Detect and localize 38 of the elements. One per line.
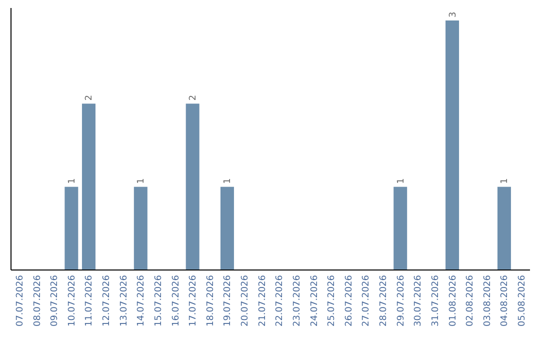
x-tick-label: 14.07.2026 [136, 274, 147, 327]
x-tick-label: 31.07.2026 [430, 274, 441, 327]
x-tick-label: 08.07.2026 [32, 274, 43, 327]
x-tick-label: 09.07.2026 [50, 274, 60, 327]
data-label: 2 [84, 94, 95, 101]
x-tick-label: 26.07.2026 [344, 274, 354, 327]
x-tick-label: 29.07.2026 [396, 274, 406, 327]
x-tick-label: 20.07.2026 [240, 274, 251, 327]
x-tick-label: 12.07.2026 [102, 274, 112, 327]
x-tick-label: 16.07.2026 [171, 274, 182, 327]
x-tick-label: 03.08.2026 [482, 274, 493, 327]
x-tick-label: 04.08.2026 [500, 274, 510, 327]
x-tick-label: 30.07.2026 [414, 274, 424, 327]
x-tick-label: 02.08.2026 [466, 274, 476, 327]
x-tick-label: 23.07.2026 [292, 274, 302, 327]
x-tick-label: 24.07.2026 [310, 274, 320, 327]
x-tick-label: 15.07.2026 [154, 274, 164, 327]
data-label: 1 [136, 178, 147, 184]
x-tick-label: 27.07.2026 [362, 274, 372, 327]
data-label: 2 [188, 94, 199, 101]
x-tick-label: 18.07.2026 [206, 274, 216, 327]
x-tick-label: 19.07.2026 [223, 274, 234, 327]
x-tick-label: 11.07.2026 [84, 274, 95, 327]
x-tick-label: 17.07.2026 [188, 274, 199, 327]
data-label: 3 [448, 12, 458, 18]
x-tick-label: 01.08.2026 [448, 274, 458, 327]
x-tick-label: 05.08.2026 [518, 274, 528, 327]
x-tick-label: 25.07.2026 [327, 274, 338, 327]
data-label: 1 [500, 178, 510, 184]
x-tick-label: 28.07.2026 [379, 274, 390, 327]
x-tick-label: 07.07.2026 [15, 274, 26, 327]
x-tick-label: 13.07.2026 [119, 274, 130, 327]
data-label: 1 [223, 178, 234, 184]
x-tick-label: 21.07.2026 [258, 274, 268, 327]
data-label: 1 [396, 178, 406, 184]
x-tick-label: 10.07.2026 [67, 274, 78, 327]
x-tick-label: 22.07.2026 [275, 274, 286, 327]
data-label: 1 [67, 178, 78, 184]
